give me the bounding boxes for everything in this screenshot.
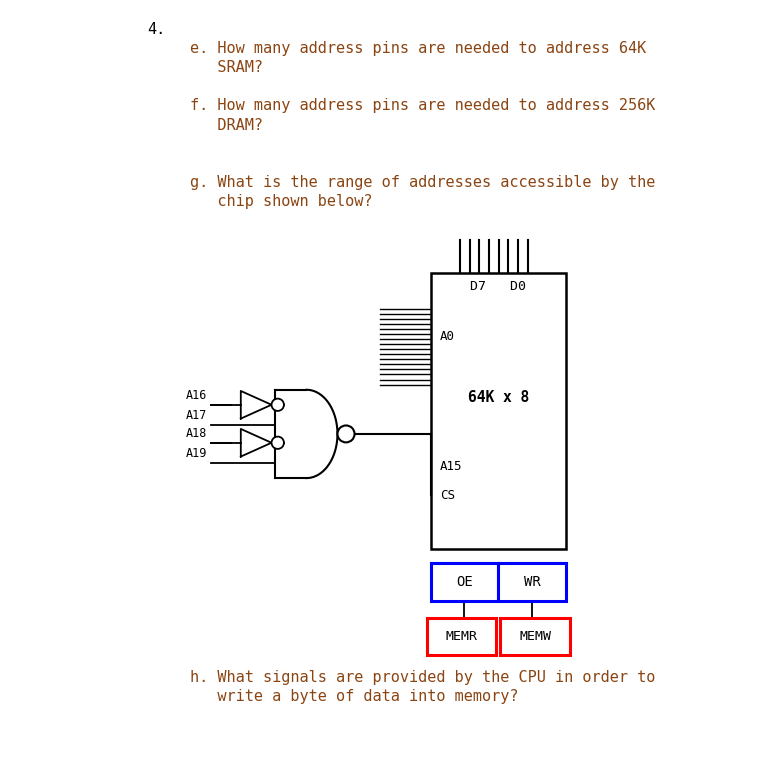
Text: 64K x 8: 64K x 8 [467,389,529,405]
Bar [431,563,499,601]
Bar [427,618,496,655]
Text: e. How many address pins are needed to address 64K: e. How many address pins are needed to a… [190,41,646,56]
Text: A0: A0 [440,329,455,343]
Text: A19: A19 [186,447,207,460]
Circle shape [272,399,284,411]
Text: A17: A17 [186,409,207,422]
Text: write a byte of data into memory?: write a byte of data into memory? [190,689,518,704]
Text: chip shown below?: chip shown below? [190,194,373,210]
Text: OE: OE [456,575,473,589]
Text: WR: WR [524,575,541,589]
Text: A18: A18 [186,427,207,439]
Text: SRAM?: SRAM? [190,60,263,75]
Bar [499,563,566,601]
Text: MEMR: MEMR [446,631,478,643]
Text: A16: A16 [186,389,207,402]
Text: h. What signals are provided by the CPU in order to: h. What signals are provided by the CPU … [190,670,655,685]
Text: DRAM?: DRAM? [190,118,263,133]
Text: MEMW: MEMW [519,631,551,643]
Text: 4.: 4. [147,22,166,37]
Bar [431,273,566,549]
Text: CS: CS [440,488,455,502]
Text: D7   D0: D7 D0 [471,280,526,293]
Bar [500,618,570,655]
Circle shape [337,425,355,442]
Circle shape [272,436,284,449]
Text: A15: A15 [440,460,463,472]
Text: g. What is the range of addresses accessible by the: g. What is the range of addresses access… [190,175,655,190]
Text: f. How many address pins are needed to address 256K: f. How many address pins are needed to a… [190,98,655,114]
